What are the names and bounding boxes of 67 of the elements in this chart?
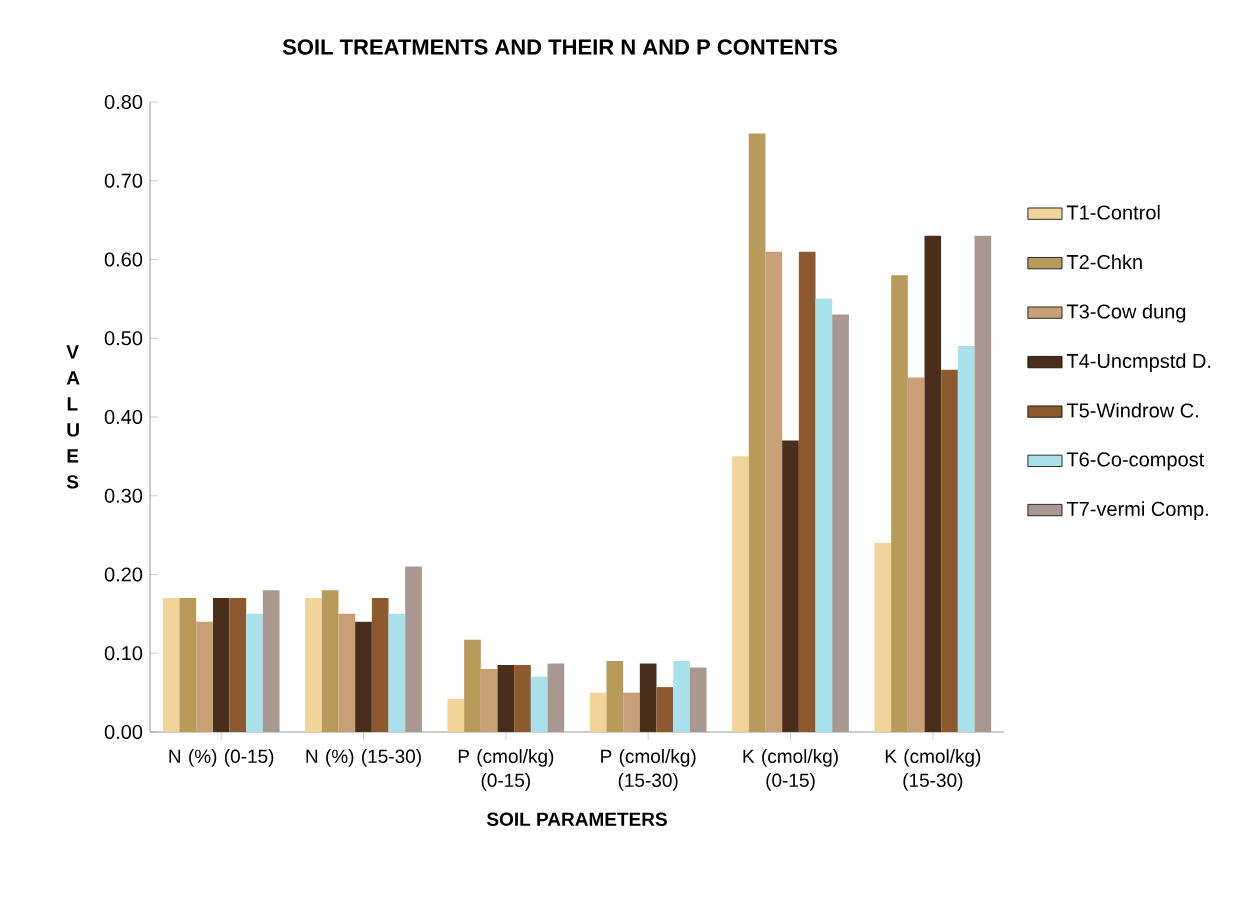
legend-label: T1-Control bbox=[1066, 204, 1160, 220]
bar bbox=[212, 598, 230, 732]
bar bbox=[974, 235, 992, 732]
bar bbox=[464, 639, 481, 732]
bar bbox=[338, 613, 356, 732]
bar bbox=[782, 440, 799, 732]
bar bbox=[748, 133, 766, 732]
bar bbox=[371, 598, 389, 732]
bar bbox=[689, 667, 707, 732]
bar bbox=[907, 377, 925, 732]
y-tick-label: 0.30 bbox=[104, 488, 143, 503]
bar bbox=[656, 687, 674, 732]
bar bbox=[941, 369, 958, 732]
bar bbox=[874, 542, 892, 732]
bar bbox=[832, 314, 849, 732]
y-axis-title: V A L U E S bbox=[66, 345, 80, 489]
y-tick-label: 0.00 bbox=[104, 724, 143, 740]
y-tick-label: 0.60 bbox=[104, 252, 143, 267]
y-tick-label: 0.80 bbox=[104, 94, 143, 110]
bar bbox=[530, 676, 548, 732]
bar bbox=[732, 456, 749, 732]
bar bbox=[196, 621, 213, 732]
bar bbox=[547, 663, 565, 732]
y-tick-label: 0.50 bbox=[104, 331, 143, 346]
legend-label: T5-Windrow C. bbox=[1066, 402, 1198, 418]
bar bbox=[497, 665, 515, 732]
legend-label: T2-Chkn bbox=[1066, 254, 1142, 270]
bar bbox=[447, 698, 465, 732]
bar bbox=[589, 692, 607, 732]
bar bbox=[179, 598, 197, 732]
bar bbox=[891, 275, 908, 732]
bar bbox=[957, 346, 975, 732]
y-tick-label: 0.70 bbox=[104, 173, 143, 188]
legend-label: T3-Cow dung bbox=[1066, 303, 1186, 323]
bar bbox=[355, 621, 372, 732]
bar bbox=[924, 235, 942, 732]
y-tick-label: 0.40 bbox=[104, 409, 143, 425]
legend-label: T6-Co-compost bbox=[1066, 452, 1205, 471]
bar bbox=[229, 598, 247, 732]
bar bbox=[162, 598, 180, 732]
x-tick-label: P (cmol/kg) (0-15) bbox=[458, 749, 554, 791]
x-tick-label: N (%) (15-30) bbox=[306, 749, 421, 767]
bar bbox=[798, 251, 816, 732]
bar bbox=[405, 566, 422, 732]
bar bbox=[673, 661, 690, 732]
y-tick-label: 0.20 bbox=[104, 567, 143, 582]
bar bbox=[305, 598, 322, 732]
bar bbox=[321, 590, 339, 732]
bar bbox=[480, 668, 498, 732]
x-tick-label: N (%) (0-15) bbox=[169, 749, 274, 767]
legend-label: T4-Uncmpstd D. bbox=[1066, 353, 1211, 373]
bar bbox=[514, 665, 531, 732]
bar bbox=[246, 613, 263, 732]
bar bbox=[639, 663, 657, 732]
bar bbox=[815, 298, 833, 732]
chart-title: SOIL TREATMENTS AND THEIR N AND P CONTENTS bbox=[282, 39, 837, 55]
bar bbox=[765, 251, 783, 732]
legend-label: T7-vermi Comp. bbox=[1066, 501, 1208, 520]
bar bbox=[606, 661, 624, 732]
x-tick-label: K (cmol/kg) (15-30) bbox=[885, 749, 981, 791]
bar bbox=[623, 692, 640, 732]
bar bbox=[262, 590, 280, 732]
y-tick-label: 0.10 bbox=[104, 646, 143, 661]
bar bbox=[388, 613, 406, 732]
x-tick-label: K (cmol/kg) (0-15) bbox=[743, 749, 838, 791]
x-tick-label: P (cmol/kg) (15-30) bbox=[601, 749, 696, 791]
x-axis-title: SOIL PARAMETERS bbox=[486, 812, 667, 826]
